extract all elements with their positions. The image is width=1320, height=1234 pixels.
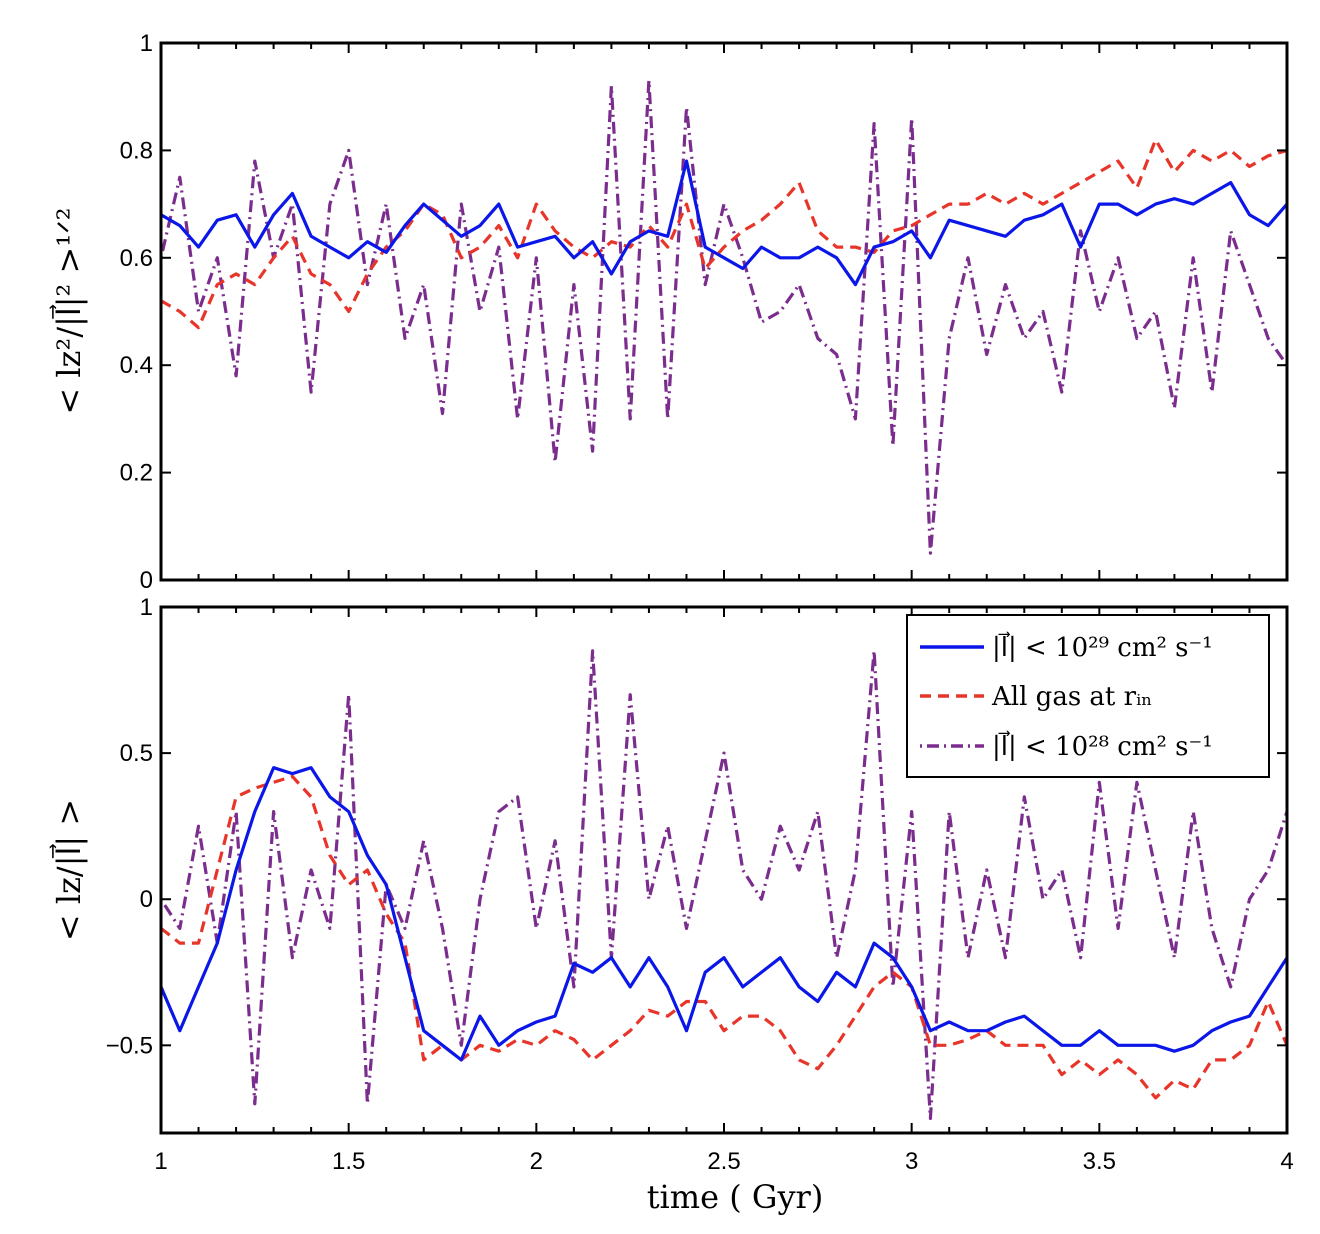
x-tick-label: 2 [530, 1148, 543, 1175]
x-tick-label: 1.5 [332, 1148, 365, 1175]
y-tick-label: 0.6 [120, 245, 153, 272]
x-tick-label: 3.5 [1083, 1148, 1116, 1175]
y-tick-label: 0.5 [120, 740, 153, 767]
legend-label-purple: |l⃗| < 10²⁸ cm² s⁻¹ [992, 730, 1213, 762]
y-tick-label: 0 [140, 886, 153, 913]
series-line-red [161, 774, 1287, 1100]
bottom-panel: 1 1.5 2 2.5 3 3.5 4 −0.5 0 0.5 1 [106, 594, 1294, 1175]
y-tick-label: 0 [140, 567, 153, 594]
legend: |l⃗| < 10²⁹ cm² s⁻¹ All gas at rᵢₙ |l⃗| … [906, 614, 1270, 778]
series-line-red [161, 138, 1287, 330]
legend-box [906, 614, 1270, 778]
y-tick-label: 1 [140, 30, 153, 57]
x-tick-label: 4 [1280, 1148, 1293, 1175]
top-y-axis-label: < lz²/|l⃗|² >¹ᐟ² [49, 207, 88, 414]
series-line-blue [161, 766, 1287, 1062]
y-tick-label: 0.2 [120, 460, 153, 487]
series-line-blue [161, 159, 1287, 287]
y-tick-label: 0.4 [120, 352, 153, 379]
legend-label-red: All gas at rᵢₙ [991, 682, 1153, 712]
axes-frame [159, 41, 1289, 582]
y-tick-label: 1 [140, 594, 153, 621]
series-line-purple [161, 79, 1287, 555]
x-tick-label: 3 [905, 1148, 918, 1175]
y-tick-label: 0.8 [120, 137, 153, 164]
series-line-purple [161, 649, 1287, 1120]
x-tick-label: 2.5 [707, 1148, 740, 1175]
legend-label-blue: |l⃗| < 10²⁹ cm² s⁻¹ [992, 631, 1213, 663]
bottom-y-axis-label: < lz/|l⃗| > [49, 799, 88, 941]
y-tick-label: −0.5 [106, 1032, 153, 1059]
top-panel: 0 0.2 0.4 0.6 0.8 1 [120, 30, 1289, 594]
x-axis-label: time ( Gyr) [647, 1178, 824, 1216]
x-tick-label: 1 [154, 1148, 167, 1175]
